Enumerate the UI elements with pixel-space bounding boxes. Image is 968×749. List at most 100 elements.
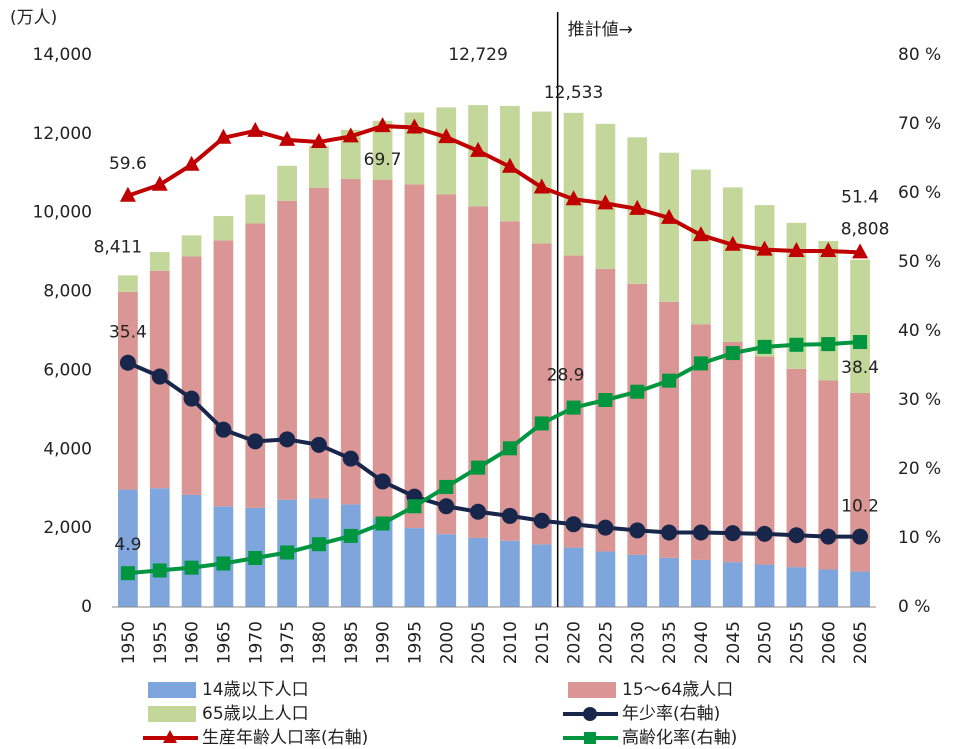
bar bbox=[404, 528, 425, 607]
x-tick-label: 2015 bbox=[533, 621, 553, 664]
x-tick-label: 2045 bbox=[724, 621, 744, 664]
line-marker bbox=[597, 194, 614, 210]
bar bbox=[372, 179, 393, 519]
x-tick-label: 2030 bbox=[628, 621, 648, 664]
line-marker bbox=[470, 503, 487, 520]
line-marker bbox=[565, 190, 582, 206]
line-marker bbox=[725, 346, 740, 361]
line-marker bbox=[533, 512, 550, 529]
total-label: 12,729 bbox=[448, 45, 507, 65]
line-marker bbox=[279, 431, 296, 448]
data-label: 4.9 bbox=[114, 535, 141, 555]
data-label: 69.7 bbox=[364, 150, 402, 170]
total-label: 8,411 bbox=[94, 237, 143, 257]
bar bbox=[818, 569, 839, 607]
line-marker bbox=[724, 525, 741, 542]
line bbox=[127, 360, 861, 539]
line-marker bbox=[501, 507, 518, 524]
y-axis-label: (万人) bbox=[10, 8, 57, 28]
bar bbox=[118, 291, 138, 490]
line-marker bbox=[756, 525, 773, 542]
line-marker bbox=[247, 433, 264, 450]
legend-label: 15〜64歳人口 bbox=[622, 680, 733, 700]
bar bbox=[531, 243, 552, 545]
bar bbox=[786, 222, 807, 369]
bar bbox=[722, 562, 743, 607]
line-marker bbox=[534, 416, 549, 431]
bar bbox=[850, 259, 870, 394]
bar bbox=[691, 169, 711, 325]
bar bbox=[277, 165, 297, 201]
bar bbox=[404, 184, 425, 529]
legend-label: 年少率(右軸) bbox=[622, 704, 720, 724]
legend-marker bbox=[583, 707, 597, 721]
y-tick-label: 14,000 bbox=[33, 45, 92, 65]
bar bbox=[149, 251, 170, 271]
bar bbox=[595, 551, 616, 607]
y-tick-label: 6,000 bbox=[43, 360, 92, 380]
line-marker bbox=[692, 226, 709, 242]
bar bbox=[818, 380, 839, 570]
x-tick-label: 2035 bbox=[660, 621, 680, 664]
line-marker bbox=[342, 127, 359, 143]
line-marker bbox=[343, 528, 358, 543]
line-marker bbox=[853, 335, 868, 350]
y2-tick-label: 70 % bbox=[898, 114, 941, 134]
bar bbox=[436, 534, 457, 607]
x-tick-label: 1950 bbox=[119, 621, 139, 664]
total-label: 8,808 bbox=[841, 220, 890, 240]
line-marker bbox=[661, 208, 678, 224]
bar bbox=[118, 275, 138, 292]
x-tick-label: 1980 bbox=[310, 621, 330, 664]
line-marker bbox=[406, 118, 423, 134]
x-tick-label: 1990 bbox=[374, 621, 394, 664]
legend-label: 14歳以下人口 bbox=[202, 680, 309, 700]
y-tick-label: 12,000 bbox=[33, 124, 92, 144]
x-tick-label: 2005 bbox=[469, 621, 489, 664]
line-marker bbox=[438, 128, 455, 144]
y2-tick-label: 80 % bbox=[898, 45, 941, 65]
line-marker bbox=[120, 566, 135, 581]
line-marker bbox=[471, 460, 486, 475]
bar bbox=[340, 504, 361, 607]
data-label: 35.4 bbox=[109, 323, 147, 343]
bar bbox=[850, 393, 870, 572]
data-label: 10.2 bbox=[841, 497, 879, 517]
line-marker bbox=[438, 498, 455, 515]
y-tick-label: 4,000 bbox=[43, 439, 92, 459]
x-tick-label: 2055 bbox=[787, 621, 807, 664]
data-label: 28.9 bbox=[547, 366, 585, 386]
line-marker bbox=[662, 373, 677, 388]
line-marker bbox=[311, 537, 326, 552]
bar bbox=[659, 301, 679, 558]
bar bbox=[754, 356, 775, 565]
bar bbox=[468, 537, 488, 607]
line-marker bbox=[788, 241, 805, 257]
x-tick-label: 2025 bbox=[596, 621, 616, 664]
x-tick-label: 1970 bbox=[246, 621, 266, 664]
bar bbox=[563, 112, 584, 256]
bar bbox=[754, 205, 775, 357]
line-marker bbox=[374, 473, 391, 490]
line-marker bbox=[375, 516, 390, 531]
y2-tick-label: 20 % bbox=[898, 459, 941, 479]
x-tick-label: 1965 bbox=[214, 621, 234, 664]
x-tick-label: 1975 bbox=[278, 621, 298, 664]
line-marker bbox=[216, 556, 231, 571]
legend-label: 高齢化率(右軸) bbox=[622, 728, 737, 748]
line-marker bbox=[342, 450, 359, 467]
bar bbox=[181, 235, 202, 257]
bar bbox=[181, 494, 202, 607]
bar bbox=[500, 221, 520, 541]
line-marker bbox=[310, 436, 327, 453]
line-marker bbox=[151, 368, 168, 385]
line-marker bbox=[279, 130, 296, 146]
line-marker bbox=[821, 337, 836, 352]
y2-tick-label: 60 % bbox=[898, 183, 941, 203]
x-tick-label: 1995 bbox=[405, 621, 425, 664]
line-marker bbox=[439, 479, 454, 494]
line-marker bbox=[852, 243, 869, 259]
bar bbox=[691, 324, 711, 560]
bar bbox=[627, 554, 648, 607]
